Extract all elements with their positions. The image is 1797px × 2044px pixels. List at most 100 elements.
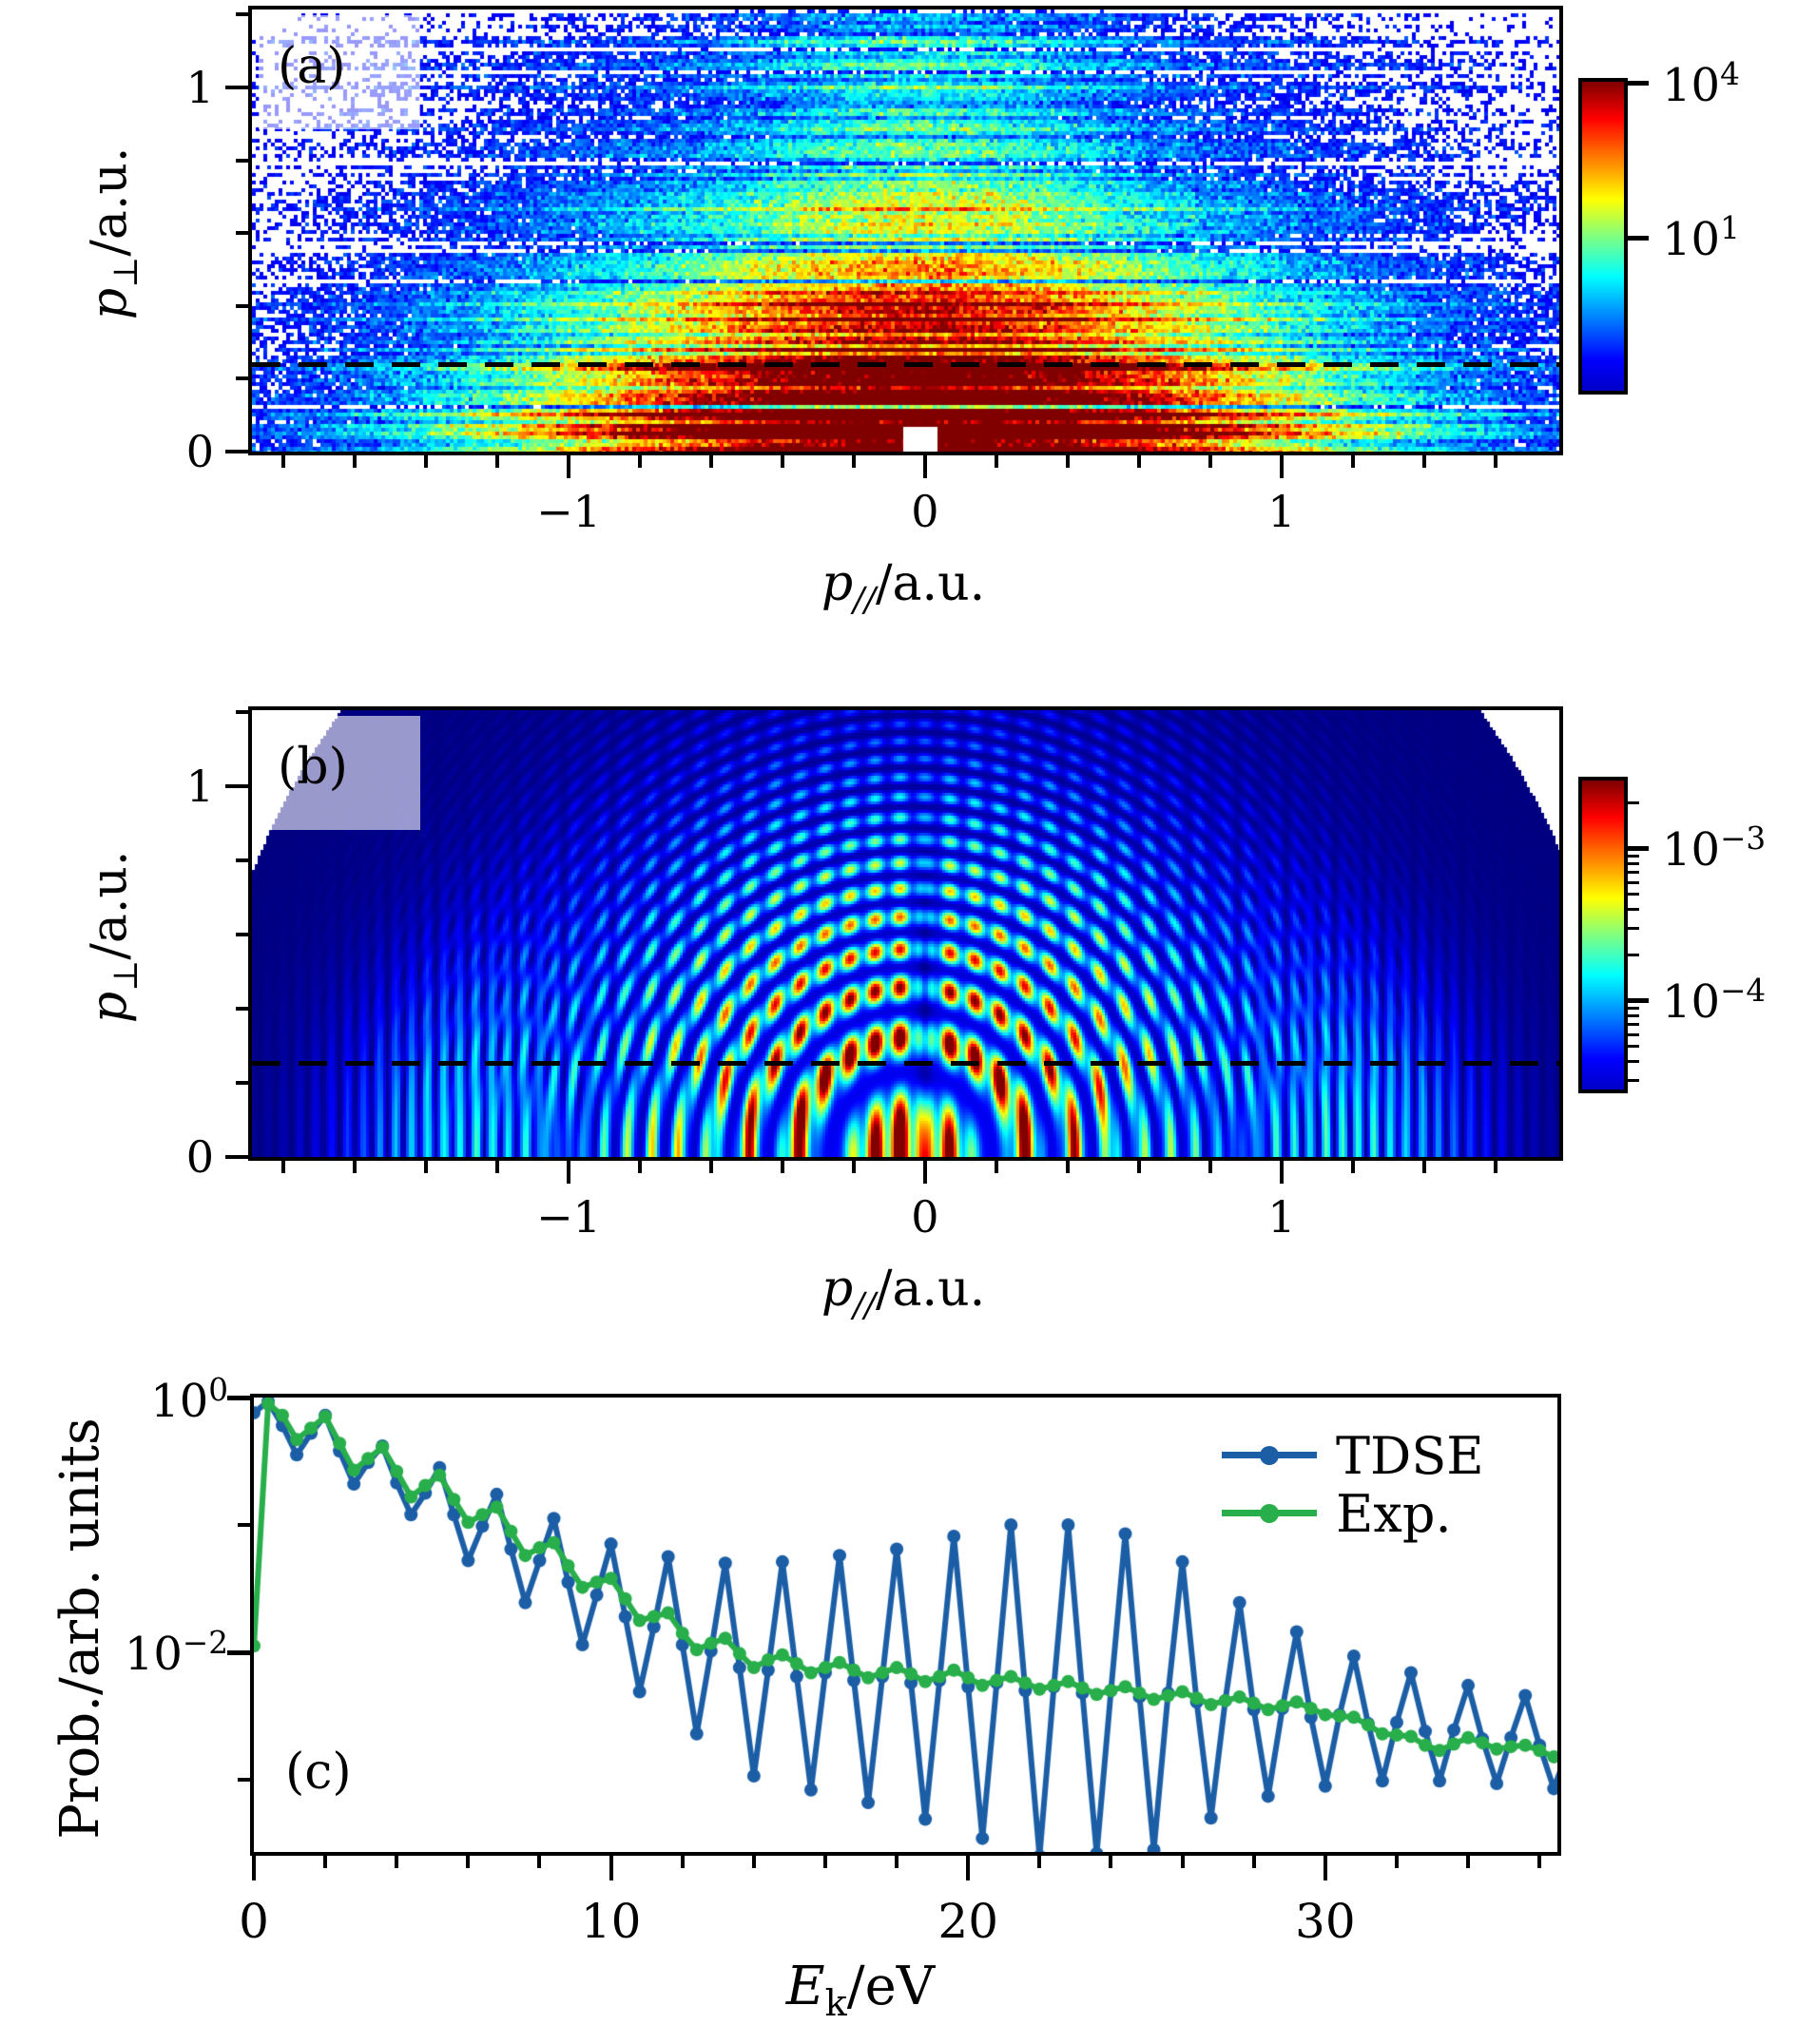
panel-b-frame bbox=[248, 706, 1563, 1161]
panel-b-dashed-cut-line bbox=[252, 1060, 1559, 1066]
panel-b-colorbar-minor-tick bbox=[1628, 801, 1639, 805]
panel-b-colorbar-minor-tick bbox=[1628, 893, 1639, 897]
panel-b-x-tick bbox=[1208, 1161, 1212, 1173]
panel-b-colorbar-minor-tick bbox=[1628, 926, 1639, 930]
panel-c-x-tick bbox=[822, 1856, 827, 1868]
panel-c-x-tick bbox=[680, 1856, 685, 1868]
panel-a-x-tick bbox=[1279, 455, 1284, 478]
panel-b-tag: (b) bbox=[278, 739, 348, 796]
panel-b-y-tick bbox=[236, 709, 248, 714]
panel-b-ylabel-rest: /a.u. bbox=[81, 850, 139, 960]
panel-a-x-tick bbox=[708, 455, 713, 468]
panel-a-y-axis-label: p⊥/a.u. bbox=[82, 138, 145, 328]
panel-a-xlabel-base: p bbox=[821, 555, 854, 612]
panel-a-dashed-cut-line bbox=[252, 362, 1559, 368]
panel-c-ytick-1e-2: 10−2 bbox=[124, 1625, 228, 1681]
heatmap-panel-a bbox=[252, 10, 1559, 452]
panel-b-colorbar-minor-tick bbox=[1628, 1022, 1639, 1026]
panel-b-x-tick bbox=[1279, 1161, 1284, 1184]
panel-b-x-tick bbox=[494, 1161, 499, 1173]
panel-a-x-tick-label: −1 bbox=[536, 486, 601, 537]
panel-b-colorbar-minor-tick bbox=[1628, 861, 1639, 865]
panel-a-tag: (a) bbox=[278, 38, 346, 95]
panel-c-y-tick bbox=[227, 1396, 250, 1400]
panel-a-x-tick bbox=[280, 455, 285, 468]
panel-a-colorbar-tick bbox=[1628, 236, 1649, 241]
panel-c-x-tick bbox=[895, 1856, 899, 1868]
panel-b-x-tick bbox=[708, 1161, 713, 1173]
panel-b-x-axis-label: p///a.u. bbox=[821, 1264, 985, 1322]
panel-b-colorbar-tick-1e-3: 10−3 bbox=[1662, 820, 1767, 877]
panel-b-xlabel-base: p bbox=[821, 1261, 854, 1318]
panel-a-xlabel-rest: /a.u. bbox=[876, 555, 986, 612]
panel-c-x-tick bbox=[1394, 1856, 1399, 1868]
panel-c-x-tick bbox=[1180, 1856, 1185, 1868]
panel-a-y-tick bbox=[225, 450, 248, 453]
panel-b-ylabel-sub: ⊥ bbox=[106, 959, 146, 992]
panel-b-colorbar-minor-tick bbox=[1628, 907, 1639, 911]
panel-c-x-tick bbox=[252, 1856, 256, 1880]
panel-b-y-tick-label: 1 bbox=[185, 760, 214, 812]
panel-a-x-axis-label: p///a.u. bbox=[821, 559, 985, 617]
line-chart-panel-c bbox=[254, 1398, 1557, 1852]
panel-b-colorbar-minor-tick bbox=[1628, 1032, 1639, 1036]
panel-c-x-tick bbox=[966, 1856, 971, 1880]
panel-a-y-tick-label: 1 bbox=[185, 61, 214, 113]
panel-c-x-tick-label: 30 bbox=[1295, 1894, 1356, 1949]
panel-b-y-tick bbox=[236, 858, 248, 862]
panel-c-ytick-1e0: 100 bbox=[150, 1372, 228, 1428]
panel-a-frame bbox=[248, 6, 1563, 455]
tdse-legend-marker-icon bbox=[1260, 1446, 1279, 1465]
panel-c-x-tick bbox=[1251, 1856, 1256, 1868]
panel-c-x-tick bbox=[1037, 1856, 1042, 1868]
panel-b-y-axis-label: p⊥/a.u. bbox=[82, 841, 146, 1032]
panel-b-xlabel-sub: // bbox=[853, 1285, 877, 1325]
panel-a-y-tick bbox=[236, 231, 248, 236]
panel-b-colorbar-minor-tick bbox=[1628, 954, 1639, 957]
panel-b-colorbar-gradient bbox=[1582, 781, 1624, 1089]
panel-b-x-tick bbox=[1421, 1161, 1426, 1173]
exp-legend-label: Exp. bbox=[1336, 1484, 1452, 1544]
panel-b-colorbar-minor-tick bbox=[1628, 1059, 1639, 1063]
panel-b-y-tick bbox=[236, 932, 248, 936]
panel-b-x-tick bbox=[994, 1161, 998, 1173]
panel-a-colorbar-tick-1e1: 101 bbox=[1662, 210, 1740, 266]
panel-b-x-tick bbox=[352, 1161, 357, 1173]
panel-a-y-tick bbox=[225, 85, 248, 89]
panel-a-x-tick bbox=[1350, 455, 1355, 468]
panel-c-x-tick-label: 20 bbox=[937, 1894, 999, 1949]
panel-b-colorbar-minor-tick bbox=[1628, 1078, 1639, 1082]
panel-a-y-tick bbox=[236, 158, 248, 163]
panel-a-x-tick bbox=[637, 455, 642, 468]
panel-a-x-tick bbox=[423, 455, 428, 468]
panel-b-x-tick bbox=[280, 1161, 285, 1173]
panel-a-x-tick bbox=[922, 455, 927, 478]
panel-b-x-tick bbox=[423, 1161, 428, 1173]
panel-b-colorbar-minor-tick bbox=[1628, 870, 1639, 874]
panel-a-x-tick bbox=[994, 455, 998, 468]
panel-a-x-tick-label: 0 bbox=[911, 486, 939, 537]
panel-c-xlabel-base: E bbox=[785, 1956, 825, 2017]
panel-a-colorbar-tick bbox=[1628, 81, 1649, 87]
panel-c-x-tick-label: 0 bbox=[239, 1894, 269, 1949]
panel-c-x-tick bbox=[1466, 1856, 1471, 1868]
panel-b-y-tick bbox=[225, 783, 248, 788]
panel-b-y-tick-label: 0 bbox=[185, 1131, 214, 1183]
panel-c-frame bbox=[250, 1394, 1561, 1856]
panel-b-x-tick-label: 0 bbox=[911, 1191, 939, 1243]
panel-c-x-tick bbox=[1109, 1856, 1113, 1868]
panel-c-y-tick bbox=[227, 1650, 250, 1655]
panel-b-x-tick bbox=[637, 1161, 642, 1173]
panel-a-xlabel-sub: // bbox=[853, 580, 877, 620]
panel-c-x-tick bbox=[609, 1856, 613, 1880]
exp-legend-marker-icon bbox=[1260, 1504, 1279, 1523]
panel-b-colorbar-minor-tick bbox=[1628, 854, 1639, 858]
panel-c-x-tick bbox=[1323, 1856, 1327, 1880]
panel-a-x-tick bbox=[1421, 455, 1426, 468]
panel-c-x-tick bbox=[466, 1856, 471, 1868]
panel-b-x-tick-label: −1 bbox=[536, 1191, 601, 1243]
panel-a-x-tick bbox=[494, 455, 499, 468]
panel-a-colorbar bbox=[1578, 78, 1628, 395]
panel-a-colorbar-gradient bbox=[1582, 82, 1624, 391]
